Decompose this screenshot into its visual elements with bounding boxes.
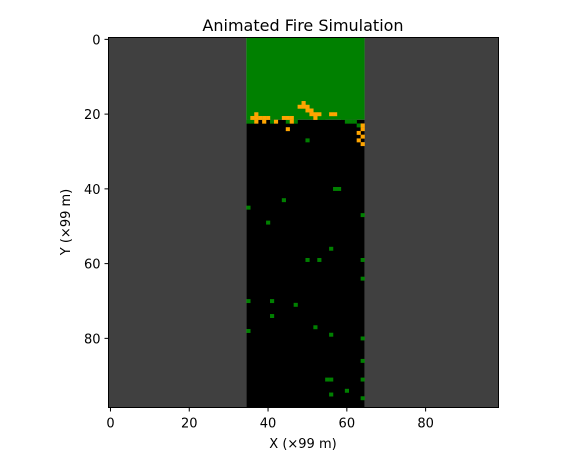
cell-burning [297, 104, 302, 109]
cell-burning [262, 115, 267, 120]
cell-unburned-fuel [360, 276, 365, 281]
cell-unburned-fuel [317, 258, 322, 262]
cell-burning [305, 104, 310, 109]
cell-unburned-fuel [305, 258, 310, 262]
cell-burning [250, 115, 255, 120]
x-tick-label: 80 [417, 417, 434, 432]
cell-burning [285, 115, 290, 120]
cell-unburned-fuel [344, 119, 350, 124]
plot-frame [108, 37, 499, 408]
cell-unburned-fuel [360, 358, 365, 363]
y-tick-label: 60 [84, 258, 101, 273]
cell-burning [360, 142, 365, 147]
cell-unburned-fuel [329, 332, 334, 337]
region-burned [246, 119, 365, 408]
cell-unburned-fuel [317, 115, 322, 120]
cell-burning [313, 112, 318, 117]
cell-unburned-fuel [348, 119, 353, 124]
plot-area [108, 37, 499, 408]
region-out-of-bounds [364, 37, 499, 408]
chart-title: Animated Fire Simulation [202, 16, 403, 35]
cell-burning [285, 127, 290, 132]
cell-burning [289, 115, 294, 120]
cell-unburned-fuel [293, 302, 298, 307]
x-tick-label: 20 [181, 417, 198, 432]
cell-burning [305, 108, 310, 113]
cell-unburned-fuel [356, 123, 361, 128]
x-axis-label: X (×99 m) [269, 437, 336, 452]
cell-burning [262, 119, 267, 124]
cell-burning [266, 115, 271, 120]
y-axis-label: Y (×99 m) [59, 189, 74, 256]
cell-unburned-fuel [246, 119, 251, 124]
cell-unburned-fuel [325, 377, 330, 382]
cell-unburned-fuel [329, 392, 334, 397]
cell-burning [309, 108, 314, 113]
cell-unburned-fuel [329, 377, 334, 382]
cell-unburned-fuel [281, 198, 286, 203]
cell-burning [281, 115, 286, 120]
cell-unburned-fuel [246, 329, 251, 333]
y-tick-label: 40 [84, 183, 101, 198]
cell-burning [254, 119, 259, 124]
cell-burning [329, 112, 334, 117]
cell-burning [360, 127, 365, 132]
cell-unburned-fuel [329, 246, 334, 251]
cell-unburned-fuel [360, 336, 365, 341]
cell-burning [333, 112, 338, 117]
cell-unburned-fuel [285, 119, 290, 124]
cell-unburned-fuel [360, 213, 365, 218]
cell-burning [273, 119, 279, 124]
cell-unburned-fuel [344, 388, 350, 393]
cell-burning [356, 138, 361, 143]
cell-unburned-fuel [270, 299, 275, 304]
cell-unburned-fuel [246, 205, 251, 210]
cell-burning [309, 112, 314, 117]
cell-unburned-fuel [333, 186, 338, 191]
cell-unburned-fuel [270, 314, 275, 319]
y-tick-label: 0 [92, 33, 100, 48]
cell-unburned-fuel [336, 186, 342, 191]
grid-cells [246, 101, 365, 401]
cell-unburned-fuel [360, 258, 365, 262]
cell-burning [289, 119, 294, 124]
x-tick-label: 0 [106, 417, 114, 432]
region-out-of-bounds [108, 37, 247, 408]
cell-unburned-fuel [313, 325, 318, 330]
cell-burning [301, 104, 306, 109]
cell-burning [254, 115, 259, 120]
cell-unburned-fuel [360, 396, 365, 401]
cell-unburned-fuel [266, 220, 271, 225]
cell-unburned-fuel [270, 119, 275, 124]
grid-regions [108, 37, 499, 408]
cell-burning [313, 115, 318, 120]
x-tick-label: 40 [260, 417, 277, 432]
cell-burning [254, 112, 259, 117]
cell-unburned-fuel [340, 115, 346, 120]
cell-unburned-fuel [305, 138, 310, 143]
cell-unburned-fuel [321, 115, 326, 120]
x-tick-label: 60 [339, 417, 356, 432]
y-tick-label: 80 [84, 332, 101, 347]
cell-unburned-fuel [352, 119, 357, 124]
x-axis-ticks: 0 20 40 60 80 [106, 407, 434, 432]
cell-burning [258, 115, 263, 120]
y-tick-label: 20 [84, 108, 101, 123]
cell-unburned-fuel [246, 299, 251, 304]
cell-burning [360, 123, 365, 128]
cell-unburned-fuel [250, 119, 255, 124]
cell-unburned-fuel [293, 119, 298, 124]
cell-burning [356, 130, 361, 135]
cell-burning [360, 134, 365, 139]
cell-burning [317, 112, 322, 117]
y-axis-ticks: 0 20 40 60 80 [84, 33, 109, 347]
cell-unburned-fuel [360, 377, 365, 382]
cell-burning [301, 101, 306, 105]
